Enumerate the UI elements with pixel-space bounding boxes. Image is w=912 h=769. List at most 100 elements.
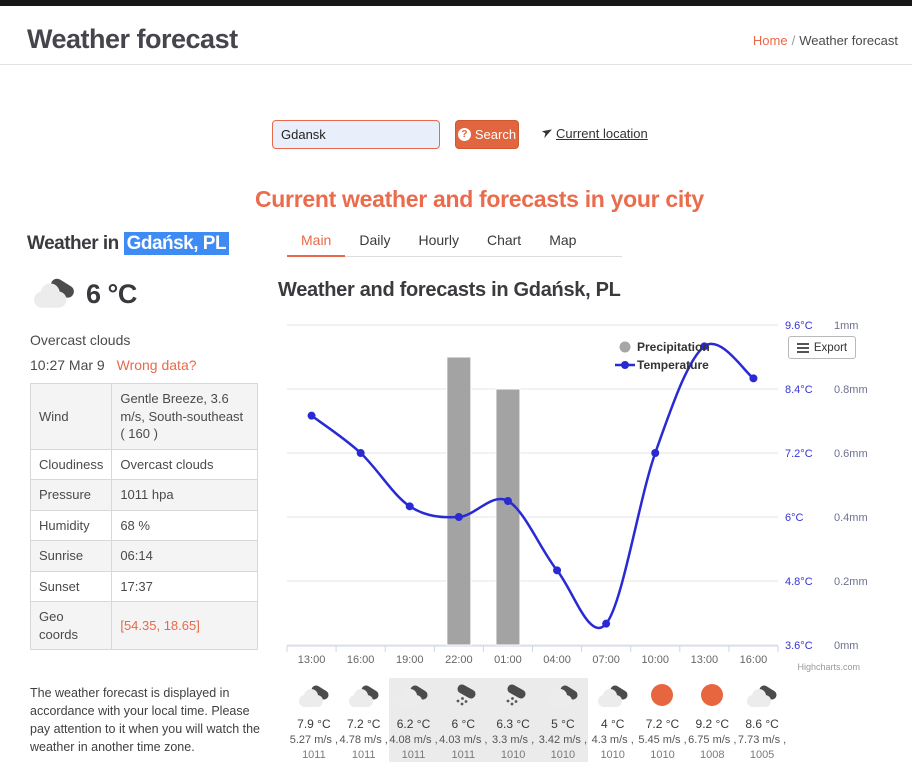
detail-label: Geo coords [29, 601, 113, 651]
temperature-point[interactable] [307, 411, 316, 420]
detail-label: Wind [29, 383, 113, 450]
rain-icon [506, 684, 526, 706]
clouds-icon [547, 685, 578, 707]
hourly-cell[interactable]: 6 °C 4.03 m/s , 1011 [438, 678, 489, 762]
table-row: Humidity 68 % [29, 509, 258, 542]
clouds-icon [34, 278, 74, 308]
timezone-footnote: The weather forecast is displayed in acc… [30, 686, 260, 755]
hourly-temp: 8.6 °C [745, 717, 779, 731]
hourly-temp: 7.2 °C [346, 717, 381, 731]
hourly-cell[interactable]: 7.9 °C 5.27 m/s , 1011 [289, 678, 339, 762]
hourly-cell[interactable]: 5 °C 3.42 m/s , 1010 [537, 678, 588, 762]
temperature-point[interactable] [454, 513, 463, 521]
hourly-temp: 6 °C [451, 717, 476, 731]
clouds-icon [298, 685, 329, 707]
detail-label: Humidity [29, 509, 113, 542]
chart-canvas: 3.6°C 0mm 4.8°C 0.2mm 6°C 0.4mm 7.2°C 0.6mm 8.4°… [286, 320, 868, 672]
weather-details-table: Wind Gentle Breeze, 3.6 m/s, South-southe… [29, 383, 258, 651]
observation-time: 10:27 Mar 9 [30, 357, 105, 373]
hourly-pressure: 1011 [302, 749, 326, 761]
x-axis-label: 22:00 [445, 654, 473, 666]
current-temperature-row: 6 °C [30, 274, 137, 315]
page-title: Weather forecast [27, 24, 238, 54]
hourly-wind: 7.73 m/s , [737, 734, 787, 746]
hourly-wind: 3.3 m/s , [491, 734, 535, 746]
search-input[interactable] [272, 120, 440, 149]
hourly-cell[interactable]: 4 °C 4.3 m/s , 1010 [588, 678, 638, 762]
clouds-icon [348, 685, 379, 707]
table-row: Pressure 1011 hpa [29, 479, 258, 511]
breadcrumb-current: Weather forecast [799, 33, 898, 48]
y-axis-label-temp: 9.6°C [785, 320, 813, 332]
temperature-point[interactable] [651, 449, 660, 457]
hourly-cell[interactable]: 7.2 °C 5.45 m/s , 1010 [638, 678, 688, 762]
detail-label: Cloudiness [29, 448, 113, 481]
tab-chart[interactable]: Chart [486, 232, 522, 248]
location-title-city: Gdańsk, PL [123, 232, 230, 255]
hourly-cell[interactable]: 8.6 °C 7.73 m/s , 1005 [737, 678, 787, 762]
y-axis-label-temp: 8.4°C [785, 384, 813, 396]
hourly-temp: 6.3 °C [496, 717, 530, 731]
hourly-cell[interactable]: 6.2 °C 4.08 m/s , 1011 [388, 678, 439, 762]
x-axis-label: 19:00 [396, 654, 424, 666]
hourly-pressure: 1010 [500, 749, 526, 761]
breadcrumb-home-link[interactable]: Home [752, 33, 788, 48]
header: Weather forecast Home / Weather forecast [0, 6, 912, 65]
detail-label: Sunset [29, 570, 113, 603]
table-row: Sunset 17:37 [29, 570, 258, 603]
clouds-icon [398, 685, 428, 707]
search-button-label: Search [474, 127, 517, 142]
tab-main[interactable]: Main [287, 226, 346, 257]
wrong-data-link[interactable]: Wrong data? [116, 357, 197, 373]
hourly-pressure: 1010 [600, 749, 625, 761]
precipitation-bar[interactable] [495, 388, 521, 646]
hourly-cell[interactable]: 9.2 °C 6.75 m/s , 1008 [687, 678, 737, 762]
y-axis-label-temp: 7.2°C [785, 448, 813, 460]
table-row: Geo coords [54.35, 18.65] [29, 601, 258, 651]
export-label: Export [813, 341, 848, 354]
tab-hourly[interactable]: Hourly [418, 232, 459, 248]
tab-daily[interactable]: Daily [359, 232, 391, 248]
legend-precipitation-label[interactable]: Precipitation [637, 340, 710, 354]
location-title: Weather in Gdańsk, PL [27, 232, 230, 255]
current-location-link[interactable]: Current location [540, 126, 648, 141]
hourly-cell[interactable]: 6.3 °C 3.3 m/s , 1010 [488, 678, 538, 762]
search-button[interactable]: ? Search [455, 120, 519, 149]
y-axis-label-precip: 0.6mm [834, 448, 868, 460]
legend-precipitation-marker[interactable] [619, 341, 631, 353]
breadcrumb: Home / Weather forecast [753, 33, 898, 48]
temperature-point[interactable] [356, 449, 365, 457]
precipitation-bar[interactable] [446, 356, 472, 646]
hourly-pressure: 1010 [650, 749, 675, 761]
x-axis-label: 16:00 [347, 654, 375, 666]
temperature-point[interactable] [749, 374, 758, 383]
detail-value[interactable]: [54.35, 18.65] [111, 601, 258, 651]
hourly-pressure: 1008 [700, 749, 725, 761]
clouds-icon [30, 274, 78, 315]
highcharts-credit[interactable]: Highcharts.com [797, 662, 860, 672]
temperature-point[interactable] [602, 619, 611, 628]
x-axis-label: 01:00 [494, 654, 522, 666]
hourly-temp: 6.2 °C [396, 717, 431, 731]
temperature-point[interactable] [700, 342, 709, 351]
current-temperature: 6 °C [86, 279, 137, 309]
y-axis-label-precip: 0mm [834, 640, 858, 652]
current-location-label: Current location [556, 126, 648, 141]
detail-value: 68 % [111, 509, 258, 542]
legend-temperature-label[interactable]: Temperature [637, 358, 709, 372]
hourly-wind: 4.3 m/s , [591, 734, 634, 746]
temperature-point[interactable] [503, 497, 512, 505]
x-axis-label: 13:00 [691, 654, 719, 666]
y-axis-label-precip: 0.4mm [834, 512, 868, 524]
temperature-point[interactable] [553, 566, 562, 575]
tab-map[interactable]: Map [549, 232, 577, 248]
question-icon: ? [457, 128, 471, 141]
breadcrumb-separator: / [791, 33, 796, 48]
temperature-point[interactable] [405, 502, 414, 511]
hourly-pressure: 1011 [451, 749, 476, 761]
hourly-cell[interactable]: 7.2 °C 4.78 m/s , 1011 [339, 678, 389, 762]
legend-temperature-marker[interactable] [621, 361, 629, 369]
chart-export-button[interactable]: Export [788, 336, 856, 359]
table-row: Sunrise 06:14 [29, 540, 258, 572]
hourly-pressure: 1005 [749, 749, 775, 761]
